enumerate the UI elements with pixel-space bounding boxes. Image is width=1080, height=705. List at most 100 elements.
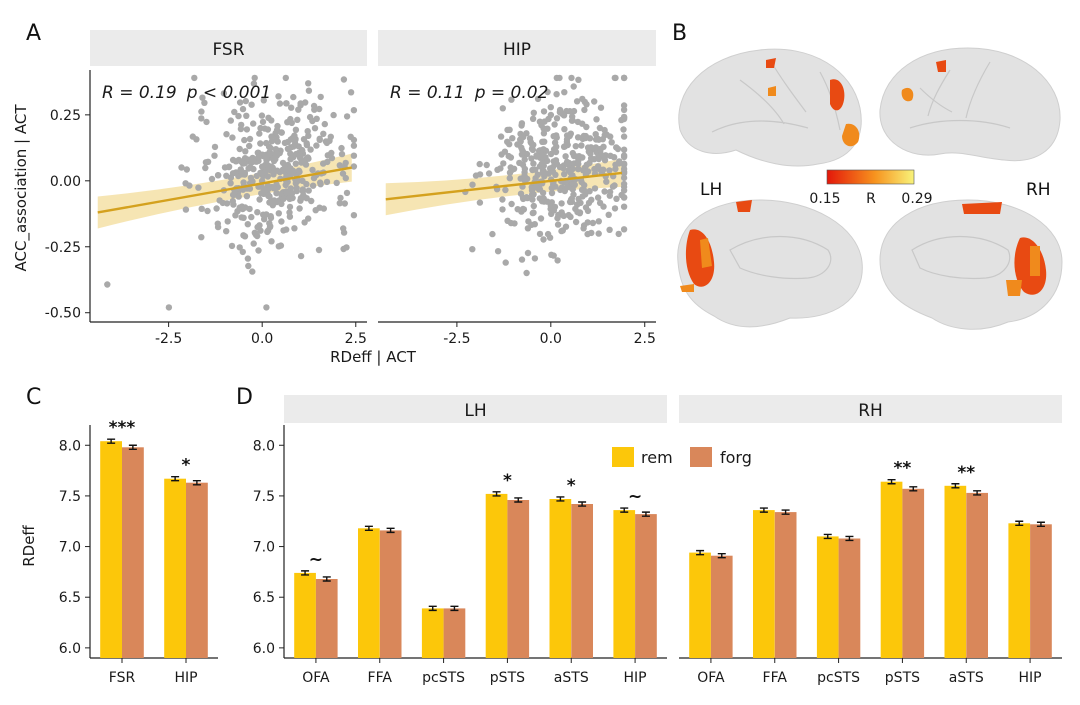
scatter-point (544, 88, 551, 96)
scatter-point (620, 226, 628, 233)
scatter-point (232, 212, 239, 219)
scatter-point (507, 219, 515, 227)
scatter-point (246, 142, 253, 150)
scatter-point (317, 179, 324, 186)
scatter-point (290, 167, 297, 175)
scatter-point (225, 163, 233, 171)
bar-forg (1030, 524, 1052, 658)
scatter-point (538, 198, 546, 205)
scatter-point (547, 150, 555, 158)
panel-label-c: C (26, 385, 41, 410)
x-tick-label: pSTS (490, 670, 525, 686)
scatter-point (575, 153, 583, 160)
bar-rem (880, 481, 903, 658)
scatter-point (259, 118, 267, 126)
facet-title-hip: HIP (503, 40, 531, 60)
bar-forg (379, 530, 402, 658)
error-bar (887, 479, 896, 485)
scatter-point (611, 182, 618, 189)
scatter-point (263, 211, 270, 218)
scatter-point (243, 112, 250, 120)
scatter-point (552, 148, 560, 156)
scatter-point (588, 229, 595, 237)
scatter-point (257, 140, 264, 147)
scatter-point (566, 108, 573, 115)
colorbar-label: R (866, 191, 876, 207)
scatter-point (620, 133, 628, 140)
scatter-point (249, 268, 256, 275)
scatter-point (245, 262, 252, 270)
scatter-point (499, 196, 506, 203)
scatter-point (241, 136, 248, 144)
scatter-point (227, 180, 234, 187)
scatter-point (223, 228, 230, 235)
scatter-point (547, 104, 554, 111)
scatter-point (312, 207, 319, 214)
bar-rem (1008, 523, 1031, 658)
scatter-point (224, 218, 231, 225)
scatter-point (202, 159, 210, 166)
scatter-point (514, 206, 521, 213)
scatter-point (264, 173, 271, 180)
scatter-point (307, 146, 314, 153)
scatter-point (525, 218, 532, 225)
scatter-point (568, 74, 575, 82)
scatter-point (500, 160, 507, 167)
scatter-point (237, 166, 244, 174)
scatter-point (236, 145, 243, 153)
scatter-point (546, 234, 554, 241)
scatter-point (539, 153, 546, 160)
scatter-point (544, 157, 551, 165)
scatter-point (536, 118, 544, 125)
scatter-point (494, 166, 501, 173)
error-bar (192, 480, 201, 486)
scatter-point (565, 167, 572, 174)
error-bar (909, 486, 918, 492)
y-tick-label: 0.00 (50, 174, 81, 190)
significance-marker: * (503, 471, 512, 491)
bar-rem (485, 493, 508, 658)
scatter-point (313, 142, 320, 149)
scatter-point (580, 167, 587, 174)
scatter-point (270, 157, 278, 165)
scatter-point (592, 136, 600, 143)
scatter-point (258, 112, 266, 119)
scatter-point (295, 167, 303, 174)
axes-c: 6.0 6.5 7.0 7.5 8.0 FSR HIP (59, 425, 218, 686)
scatter-point (519, 133, 527, 141)
colorbar (826, 169, 915, 185)
scatter-point (603, 178, 610, 185)
error-bar (128, 444, 137, 451)
bar-forg (774, 512, 797, 658)
scatter-point (204, 207, 211, 215)
error-bar (696, 549, 705, 556)
hemisphere-label-right: RH (1026, 180, 1051, 200)
scatter-point (268, 138, 276, 145)
scatter-point (243, 126, 251, 133)
scatter-point (521, 172, 528, 180)
error-bar (759, 507, 768, 513)
scatter-point (182, 206, 190, 213)
legend-label-forg: forg (720, 448, 752, 467)
error-bar (492, 491, 501, 497)
scatter-point (284, 166, 292, 174)
error-bar (717, 552, 726, 559)
scatter-point (321, 120, 328, 128)
error-bar (578, 501, 587, 507)
stat-p-hip: p = 0.02 (474, 83, 549, 103)
bar-forg (966, 492, 988, 658)
scatter-point (296, 154, 304, 162)
scatter-point (178, 164, 185, 171)
scatter-point (570, 83, 577, 90)
y-tick-label: 8.0 (59, 438, 81, 454)
scatter-point (293, 184, 300, 192)
scatter-point (517, 190, 525, 197)
x-tick-label: OFA (697, 670, 725, 686)
scatter-point (545, 170, 552, 177)
scatter-point (534, 171, 541, 178)
scatter-point (581, 182, 588, 189)
scatter-point (553, 115, 561, 122)
scatter-point (311, 125, 319, 132)
scatter-point (606, 192, 613, 199)
scatter-point (567, 196, 575, 203)
